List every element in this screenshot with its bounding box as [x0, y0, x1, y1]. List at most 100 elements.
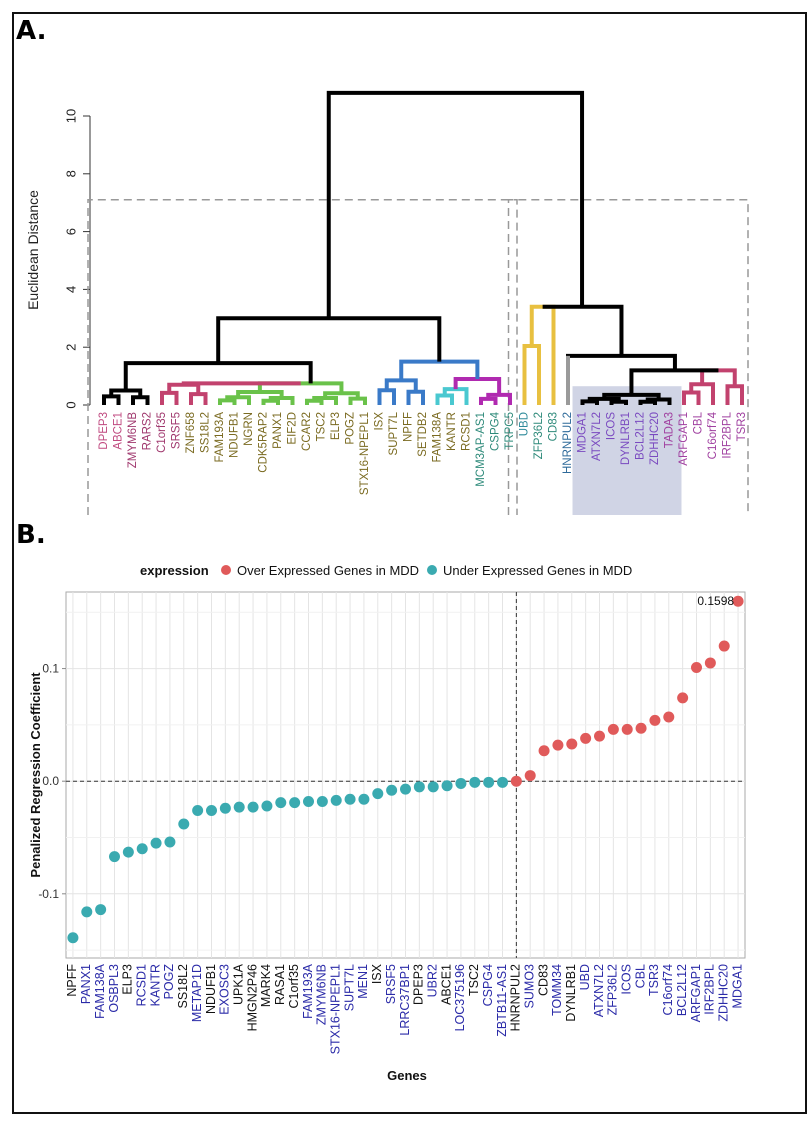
data-point — [95, 904, 107, 916]
dendro-right-main-link — [542, 304, 624, 356]
data-point — [635, 722, 647, 734]
y-tick-label: 0 — [63, 401, 78, 408]
x-tick-label: MARK4 — [259, 964, 273, 1007]
data-point — [192, 804, 204, 816]
x-tick-label: UBD — [578, 964, 592, 990]
data-point — [219, 802, 231, 814]
highlight-box — [572, 386, 682, 515]
leaf-label: STX16-NPEPL1 — [359, 412, 371, 495]
leaf-label: CDK5RAP2 — [258, 412, 270, 473]
leaf-label: TSR3 — [736, 412, 748, 441]
leaf-label: IRF2BPL — [722, 411, 734, 458]
legend-swatch-under — [427, 565, 437, 575]
data-point — [178, 818, 190, 830]
y-axis-title: Penalized Regression Coefficient — [28, 672, 43, 878]
leaf-label: ABCE1 — [113, 412, 125, 450]
x-tick-label: ISX — [370, 963, 384, 984]
data-point — [483, 776, 495, 788]
x-tick-label: PANX1 — [79, 964, 93, 1004]
x-tick-label: ZFP36L2 — [606, 964, 620, 1015]
data-point — [691, 661, 702, 673]
x-tick-label: UPK1A — [232, 963, 246, 1005]
data-point — [358, 793, 370, 805]
data-point — [109, 851, 120, 863]
x-tick-label: CBL — [633, 964, 647, 988]
leaf-label: TRPC5 — [504, 412, 516, 450]
leaf-label: NGRN — [243, 412, 255, 446]
x-tick-label: MDGA1 — [730, 964, 744, 1009]
data-point — [441, 780, 453, 792]
leaf-label: CBL — [693, 411, 705, 434]
data-point — [122, 846, 134, 858]
leaf-label: MDGA1 — [577, 412, 589, 453]
x-tick-label: ATXN7L2 — [592, 964, 606, 1017]
leaf-label: PANX1 — [272, 412, 284, 449]
data-point — [510, 775, 522, 787]
data-point — [704, 657, 716, 669]
dendro-pink-2-link — [725, 384, 744, 405]
x-tick-label: SRSF5 — [384, 964, 398, 1004]
leaf-label: MCM3AP-AS1 — [475, 412, 487, 487]
leaf-label: ZFP36L2 — [533, 412, 545, 459]
data-point — [566, 738, 578, 750]
data-point — [538, 745, 550, 757]
leaf-label: SUPT7L — [388, 411, 400, 455]
panel-b-label: B. — [16, 520, 46, 550]
y-tick-label: 2 — [63, 344, 78, 351]
x-tick-label: DPEP3 — [412, 964, 426, 1005]
x-tick-label: C1orf35 — [287, 964, 301, 1009]
x-tick-label: NPFF — [65, 964, 79, 997]
leaf-label: C16orf74 — [707, 411, 719, 459]
data-point — [621, 723, 633, 735]
data-point — [233, 801, 245, 813]
data-point — [607, 723, 619, 735]
x-tick-label: ZMYM6NB — [315, 964, 329, 1025]
y-tick-label: 8 — [63, 170, 78, 177]
x-tick-label: ABCE1 — [439, 964, 453, 1005]
y-tick-label: 0.1 — [42, 662, 59, 676]
data-point — [663, 711, 675, 723]
dendro-black-2-link — [580, 399, 599, 405]
dendro-pink-1-link — [189, 392, 208, 405]
leaf-label: NPFF — [403, 412, 415, 442]
legend-title: expression — [140, 563, 209, 578]
leaf-label: ZDHHC20 — [649, 412, 661, 465]
data-point — [289, 797, 301, 809]
dendro-green-link — [323, 391, 360, 399]
cluster-dashed-box — [507, 199, 749, 515]
y-tick-label: 6 — [63, 228, 78, 235]
data-point — [303, 795, 314, 807]
data-point — [427, 781, 439, 793]
data-point — [136, 843, 148, 855]
data-point — [400, 783, 411, 795]
leaf-label: EIF2D — [287, 412, 299, 445]
data-point — [261, 800, 273, 812]
leaf-label: DPEP3 — [98, 412, 110, 450]
leaf-label: CCAR2 — [301, 412, 313, 451]
data-point — [316, 795, 328, 807]
y-tick-label: 4 — [63, 286, 78, 293]
data-point — [67, 932, 79, 944]
x-tick-label: ELP3 — [121, 964, 135, 995]
x-tick-label: NDUFB1 — [204, 964, 218, 1014]
data-point — [455, 777, 467, 789]
x-tick-label: HMGN2P46 — [245, 964, 259, 1031]
dendro-pink-green-link — [181, 381, 301, 386]
x-tick-label: TSC2 — [467, 964, 481, 996]
leaf-label: TADA3 — [664, 412, 676, 448]
x-tick-label: CSPG4 — [481, 964, 495, 1006]
y-tick-label: 10 — [63, 109, 78, 123]
dendro-right-d-link — [629, 368, 719, 395]
leaf-label: ATXN7L2 — [591, 412, 603, 461]
x-tick-label: SS18L2 — [176, 964, 190, 1009]
data-point — [150, 837, 162, 849]
x-tick-label: SUPT7L — [342, 964, 356, 1011]
leaf-label: DYNLRB1 — [620, 412, 632, 465]
leaf-label: SETDB2 — [417, 412, 429, 457]
x-tick-label: POGZ — [162, 964, 176, 1000]
x-tick-label: ICOS — [620, 964, 634, 995]
dendro-black-2-link — [609, 399, 628, 405]
leaf-label: CD83 — [548, 412, 560, 441]
x-tick-label: BCL2L12 — [675, 964, 689, 1016]
